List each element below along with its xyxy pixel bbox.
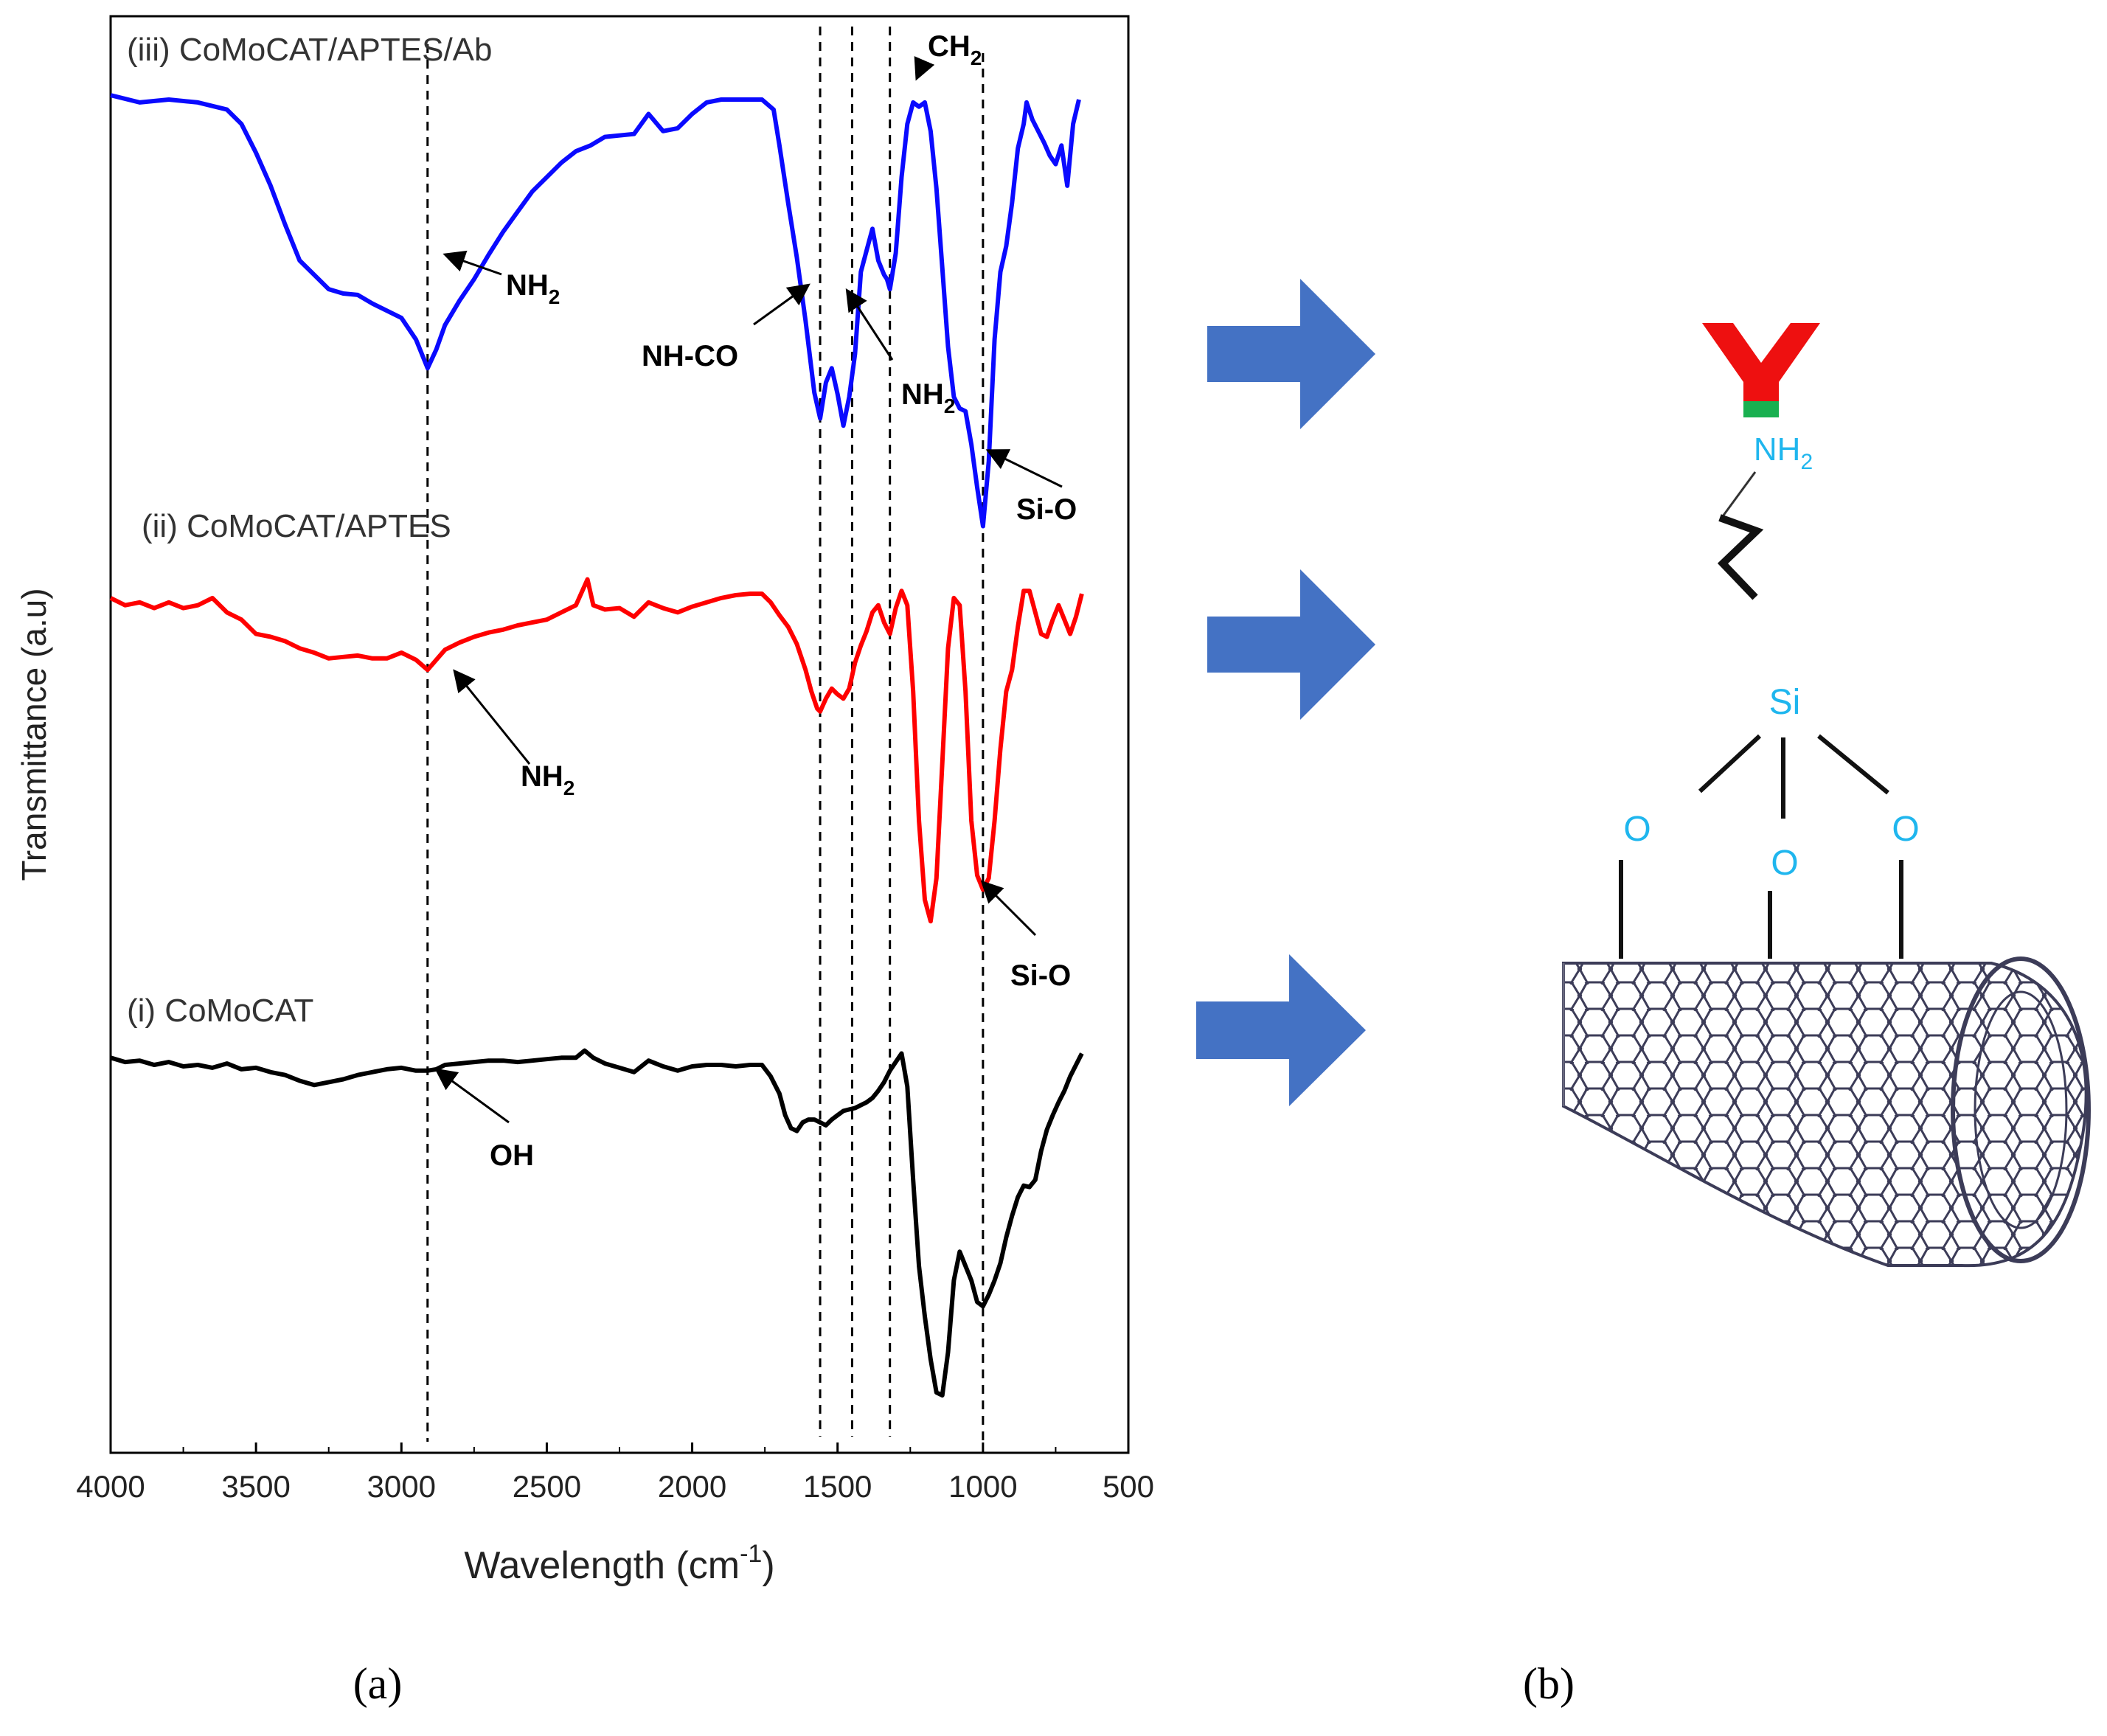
x-tick-label: 2500 (513, 1469, 581, 1504)
annotation-label: NH2 (506, 269, 560, 308)
annotation-label: Si-O (1016, 493, 1077, 526)
annotation-arrow (845, 288, 894, 361)
oxygen-atom-label: O (1771, 844, 1798, 883)
antibody-icon (1702, 323, 1820, 417)
nh2-bond (1721, 471, 1757, 517)
alkyl-zigzag (1717, 514, 1764, 600)
x-axis-label-superscript: -1 (740, 1540, 762, 1568)
x-axis-label-end: ) (762, 1544, 774, 1587)
panel-a-label: (a) (353, 1659, 403, 1708)
aptes-antibody-schematic: NH2 Si O O O (1523, 323, 2091, 1708)
peak-annotations: NH2 NH-CO NH2 CH2 Si-O NH2 Si-O OH (434, 30, 1077, 1172)
series-line (109, 577, 1084, 924)
x-tick-label: 1500 (803, 1469, 872, 1504)
x-tick-label: 1000 (948, 1469, 1017, 1504)
carbon-nanotube-icon (1562, 956, 2091, 1268)
nh2-subscript: 2 (1800, 450, 1813, 474)
x-axis-label: Wavelength (cm-1) (464, 1540, 774, 1587)
arrow-right-icon (1207, 279, 1375, 429)
annotation-arrow (980, 880, 1037, 937)
series-group (109, 93, 1084, 1398)
x-axis-ticks: 4000 3500 3000 2500 2000 1500 1000 500 (76, 1442, 1154, 1504)
annotation-arrow (442, 250, 502, 276)
x-tick-label: 2000 (658, 1469, 726, 1504)
si-o-bond (1817, 734, 1889, 795)
oxygen-atom-label: O (1892, 810, 1919, 849)
annotation-label: CH2 (928, 30, 982, 69)
annotation-label: Si-O (1010, 959, 1071, 992)
panel-b-label: (b) (1523, 1659, 1575, 1708)
series-label: (i) CoMoCAT (127, 993, 313, 1029)
annotation-label: NH2 (521, 760, 575, 799)
series-labels: (iii) CoMoCAT/APTES/Ab (ii) CoMoCAT/APTES… (127, 32, 493, 1029)
si-o-bond (1698, 734, 1762, 794)
annotation-arrow (914, 56, 935, 81)
arrow-right-icon (1207, 569, 1375, 720)
annotation-arrow (434, 1068, 510, 1124)
plot-frame (109, 15, 1130, 1454)
oxygen-atom-label: O (1623, 810, 1650, 849)
y-axis-label: Transmittance (a.u) (15, 588, 53, 881)
ftir-chart: 4000 3500 3000 2500 2000 1500 1000 500 NH2 NH-CO… (15, 15, 1154, 1708)
reference-lines (426, 27, 985, 1442)
annotation-arrow (753, 283, 810, 326)
annotation-label: OH (490, 1139, 534, 1172)
annotation-label: NH-CO (642, 340, 738, 372)
x-tick-label: 500 (1103, 1469, 1154, 1504)
arrow-right-icon (1196, 954, 1366, 1106)
series-label: (ii) CoMoCAT/APTES (142, 508, 451, 544)
series-label: (iii) CoMoCAT/APTES/Ab (127, 32, 493, 68)
nh2-group-label: NH2 (1754, 431, 1813, 474)
series-line (110, 93, 1081, 529)
annotation-arrow (985, 449, 1063, 488)
nh2-text: NH (1754, 431, 1801, 468)
annotation-label: NH2 (901, 378, 955, 417)
series-line (110, 1048, 1084, 1398)
x-axis-label-main: Wavelength (cm (464, 1544, 740, 1587)
x-tick-label: 4000 (76, 1469, 145, 1504)
x-tick-label: 3500 (221, 1469, 290, 1504)
si-atom-label: Si (1769, 683, 1801, 722)
annotation-arrow (453, 669, 531, 765)
arrows (1196, 279, 1375, 1106)
x-tick-label: 3000 (367, 1469, 436, 1504)
